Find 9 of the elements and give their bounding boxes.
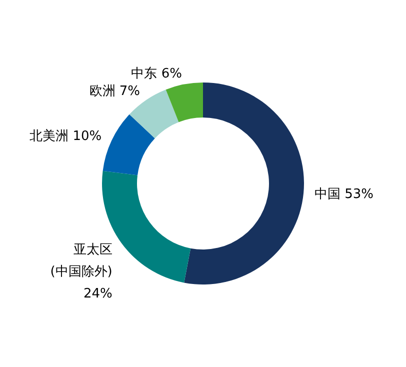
slice-label: 欧洲 7% (89, 84, 140, 99)
slice-label: 北美洲 10% (30, 128, 102, 144)
donut-slice (184, 82, 304, 284)
slice-label: 中国 53% (314, 187, 374, 202)
slice-label: 中东 6% (131, 66, 182, 82)
data-label: 24% (83, 286, 112, 302)
donut-slice (166, 82, 203, 122)
slice-label: 亚太区 (中国除外) (50, 242, 112, 280)
donut-slice (102, 114, 155, 176)
